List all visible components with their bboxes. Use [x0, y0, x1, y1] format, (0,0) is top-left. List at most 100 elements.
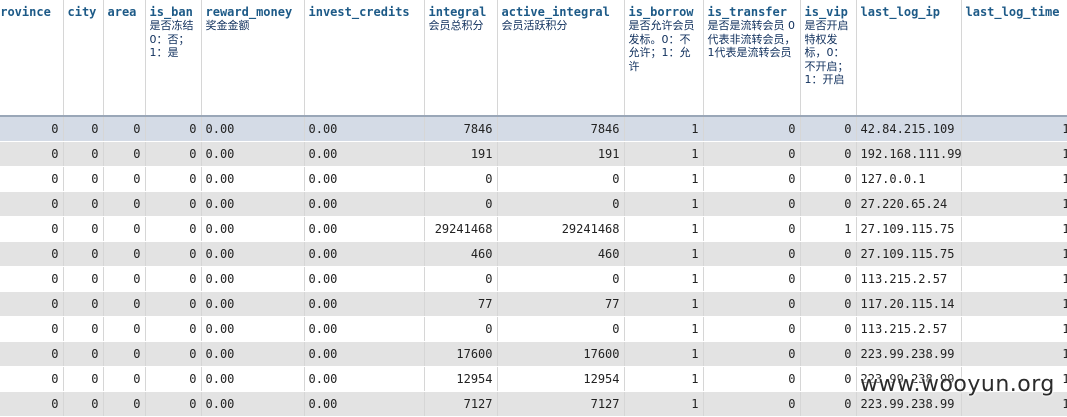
- cell-is-ban[interactable]: 0: [145, 166, 201, 191]
- cell-invest-credits[interactable]: 0.00: [304, 141, 424, 166]
- cell-is-transfer[interactable]: 0: [703, 191, 800, 216]
- cell-integral[interactable]: 0: [424, 316, 497, 341]
- cell-reward-money[interactable]: 0.00: [201, 116, 304, 141]
- column-header-last-log-ip[interactable]: last_log_ip: [856, 0, 961, 116]
- cell-reward-money[interactable]: 0.00: [201, 241, 304, 266]
- cell-city[interactable]: 0: [63, 291, 103, 316]
- cell-active-integral[interactable]: 191: [497, 141, 624, 166]
- cell-integral[interactable]: 17600: [424, 341, 497, 366]
- cell-last-log-time[interactable]: 1444276575: [961, 266, 1067, 291]
- cell-last-log-ip[interactable]: 192.168.111.99: [856, 141, 961, 166]
- cell-reward-money[interactable]: 0.00: [201, 291, 304, 316]
- cell-is-borrow[interactable]: 1: [624, 291, 703, 316]
- cell-invest-credits[interactable]: 0.00: [304, 241, 424, 266]
- cell-is-vip[interactable]: 0: [800, 291, 856, 316]
- column-header-city[interactable]: city: [63, 0, 103, 116]
- cell-invest-credits[interactable]: 0.00: [304, 266, 424, 291]
- column-header-province[interactable]: province: [0, 0, 63, 116]
- column-name[interactable]: is_borrow: [629, 5, 699, 19]
- cell-province[interactable]: 0: [0, 391, 63, 416]
- cell-active-integral[interactable]: 17600: [497, 341, 624, 366]
- cell-last-log-ip[interactable]: 27.220.65.24: [856, 191, 961, 216]
- cell-province[interactable]: 0: [0, 191, 63, 216]
- cell-last-log-time[interactable]: 1443930176: [961, 191, 1067, 216]
- cell-is-ban[interactable]: 0: [145, 291, 201, 316]
- cell-active-integral[interactable]: 7846: [497, 116, 624, 141]
- cell-is-transfer[interactable]: 0: [703, 316, 800, 341]
- cell-is-transfer[interactable]: 0: [703, 216, 800, 241]
- column-name[interactable]: invest_credits: [309, 5, 420, 19]
- cell-is-borrow[interactable]: 1: [624, 166, 703, 191]
- cell-active-integral[interactable]: 0: [497, 191, 624, 216]
- cell-reward-money[interactable]: 0.00: [201, 191, 304, 216]
- cell-province[interactable]: 0: [0, 316, 63, 341]
- cell-is-ban[interactable]: 0: [145, 316, 201, 341]
- cell-is-vip[interactable]: 1: [800, 216, 856, 241]
- cell-last-log-time[interactable]: 1444285577: [961, 316, 1067, 341]
- cell-area[interactable]: 0: [103, 266, 145, 291]
- cell-integral[interactable]: 0: [424, 166, 497, 191]
- cell-is-ban[interactable]: 0: [145, 366, 201, 391]
- cell-province[interactable]: 0: [0, 366, 63, 391]
- cell-last-log-time[interactable]: 1444283843: [961, 291, 1067, 316]
- cell-reward-money[interactable]: 0.00: [201, 141, 304, 166]
- cell-last-log-ip[interactable]: 117.20.115.14: [856, 291, 961, 316]
- cell-invest-credits[interactable]: 0.00: [304, 116, 424, 141]
- cell-last-log-ip[interactable]: 113.215.2.57: [856, 266, 961, 291]
- cell-is-borrow[interactable]: 1: [624, 241, 703, 266]
- cell-integral[interactable]: 0: [424, 191, 497, 216]
- cell-integral[interactable]: 0: [424, 266, 497, 291]
- cell-area[interactable]: 0: [103, 166, 145, 191]
- cell-invest-credits[interactable]: 0.00: [304, 191, 424, 216]
- cell-invest-credits[interactable]: 0.00: [304, 166, 424, 191]
- column-header-last-log-time[interactable]: last_log_time: [961, 0, 1067, 116]
- cell-area[interactable]: 0: [103, 316, 145, 341]
- cell-is-vip[interactable]: 0: [800, 366, 856, 391]
- cell-is-vip[interactable]: 0: [800, 191, 856, 216]
- column-name[interactable]: active_integral: [502, 5, 620, 19]
- cell-city[interactable]: 0: [63, 191, 103, 216]
- cell-invest-credits[interactable]: 0.00: [304, 316, 424, 341]
- cell-invest-credits[interactable]: 0.00: [304, 391, 424, 416]
- cell-reward-money[interactable]: 0.00: [201, 341, 304, 366]
- cell-area[interactable]: 0: [103, 216, 145, 241]
- cell-province[interactable]: 0: [0, 166, 63, 191]
- table-row[interactable]: 00000.000.001760017600100223.99.238.9914…: [0, 341, 1067, 366]
- cell-invest-credits[interactable]: 0.00: [304, 216, 424, 241]
- cell-integral[interactable]: 29241468: [424, 216, 497, 241]
- cell-area[interactable]: 0: [103, 116, 145, 141]
- table-row[interactable]: 00000.000.007777100117.20.115.1414442838…: [0, 291, 1067, 316]
- cell-city[interactable]: 0: [63, 216, 103, 241]
- column-name[interactable]: integral: [429, 5, 493, 19]
- cell-is-ban[interactable]: 0: [145, 116, 201, 141]
- cell-active-integral[interactable]: 0: [497, 266, 624, 291]
- cell-reward-money[interactable]: 0.00: [201, 391, 304, 416]
- column-header-area[interactable]: area: [103, 0, 145, 116]
- cell-is-ban[interactable]: 0: [145, 141, 201, 166]
- cell-is-ban[interactable]: 0: [145, 216, 201, 241]
- cell-area[interactable]: 0: [103, 341, 145, 366]
- table-row[interactable]: 00000.000.007846784610042.84.215.1091435…: [0, 116, 1067, 141]
- cell-is-ban[interactable]: 0: [145, 266, 201, 291]
- cell-is-borrow[interactable]: 1: [624, 266, 703, 291]
- cell-is-vip[interactable]: 0: [800, 266, 856, 291]
- column-name[interactable]: reward_money: [206, 5, 300, 19]
- cell-last-log-ip[interactable]: 42.84.215.109: [856, 116, 961, 141]
- cell-is-borrow[interactable]: 1: [624, 191, 703, 216]
- column-name[interactable]: is_transfer: [708, 5, 796, 19]
- cell-invest-credits[interactable]: 0.00: [304, 291, 424, 316]
- cell-last-log-ip[interactable]: 127.0.0.1: [856, 166, 961, 191]
- cell-last-log-ip[interactable]: 113.215.2.57: [856, 316, 961, 341]
- cell-active-integral[interactable]: 29241468: [497, 216, 624, 241]
- cell-integral[interactable]: 77: [424, 291, 497, 316]
- cell-reward-money[interactable]: 0.00: [201, 266, 304, 291]
- cell-is-ban[interactable]: 0: [145, 191, 201, 216]
- cell-active-integral[interactable]: 12954: [497, 366, 624, 391]
- column-name[interactable]: province: [0, 5, 59, 19]
